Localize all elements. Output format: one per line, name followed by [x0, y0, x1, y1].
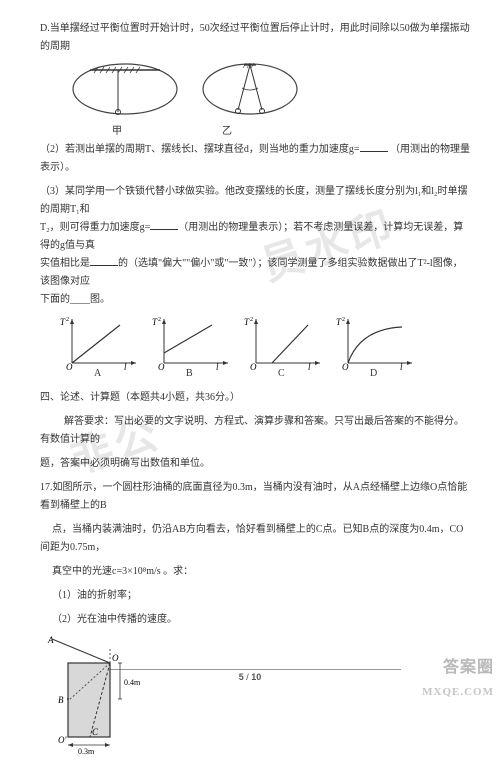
- q17-line2: 点，当桶内装满油时，仍沿AB方向看去，恰好看到桶壁上的C点。已知B点的深度为0.…: [40, 521, 472, 557]
- graph-b: T2 O l B: [152, 315, 232, 379]
- graph-c: T2 O l C: [244, 315, 324, 379]
- section-4-req1: 解答要求：写出必要的文字说明、方程式、演算步骤和答案。只写出最后答案的不能得分。…: [40, 413, 472, 449]
- corner-watermark: 答案圈 MXQE.COM: [422, 654, 494, 703]
- svg-text:2: 2: [342, 317, 345, 323]
- svg-text:O': O': [58, 735, 67, 745]
- graph-row: T2 O l A T2 O l B: [60, 315, 472, 379]
- svg-text:C: C: [92, 727, 99, 737]
- q17-line1a: 17.如图所示，一个圆柱形油桶的底面直径为0.3m，当桶内没有油时，从A点经桶壁…: [40, 479, 472, 515]
- svg-text:2: 2: [158, 317, 161, 323]
- q17-line3: 真空中的光速c=3×10⁸m/s 。求：: [40, 563, 472, 581]
- label-d: D: [370, 365, 377, 383]
- barrel-diagram: A O B 0.4m C O' 0.3m: [46, 635, 156, 755]
- caption-left: 甲: [112, 123, 122, 141]
- blank-g2: [150, 220, 178, 230]
- pendulum-figures: [70, 62, 472, 117]
- graph-d: T2 O l D: [336, 315, 416, 379]
- q3-line3: 实值相比是的（选填"偏大""偏小"或"一致"）；该同学测量了多组实验数据做出了T…: [40, 255, 472, 291]
- corner-l1: 答案圈: [422, 654, 494, 683]
- svg-text:O: O: [342, 362, 349, 371]
- q3-line2a: T₂，则可得重力加速度g=: [40, 222, 150, 233]
- svg-text:0.4m: 0.4m: [124, 678, 141, 687]
- svg-text:2: 2: [66, 317, 69, 323]
- pendulum-left: [70, 62, 180, 117]
- svg-text:O: O: [158, 362, 165, 371]
- svg-text:O: O: [66, 362, 73, 371]
- question-2: （2）若测出单摆的周期T、摆线长l、摆球直径d，则当地的重力加速度g= （用测出…: [40, 141, 472, 177]
- q3-line2: T₂，则可得重力加速度g=（用测出的物理量表示）；若不考虑测量误差，计算均无误差…: [40, 219, 472, 255]
- section-4-title: 四、论述、计算题（本题共4小题，共36分。）: [40, 389, 472, 407]
- caption-right: 乙: [222, 123, 232, 141]
- blank-g1: [360, 142, 388, 152]
- section-4-req2: 题，答案中必须明确写出数值和单位。: [40, 455, 472, 473]
- blank-compare: [90, 256, 118, 266]
- svg-text:2: 2: [250, 317, 253, 323]
- pendulum-captions: 甲 乙: [112, 123, 472, 141]
- option-d: D.当单摆经过平衡位置时开始计时，50次经过平衡位置后停止计时，用此时间除以50…: [40, 20, 472, 56]
- svg-text:O: O: [250, 362, 257, 371]
- q17-sub2: （2）光在油中传播的速度。: [40, 611, 472, 629]
- svg-text:O: O: [112, 653, 119, 663]
- q3-line4: 下面的____图。: [40, 291, 472, 309]
- q3-line1: （3）某同学用一个铁锁代替小球做实验。他改变摆线的长度，测量了摆线长度分别为l₁…: [40, 183, 472, 219]
- svg-text:A: A: [47, 635, 54, 645]
- pendulum-right: [200, 62, 300, 117]
- corner-l2: MXQE.COM: [422, 683, 494, 703]
- label-a: A: [94, 365, 101, 383]
- q3-line3a: 实值相比是: [40, 258, 90, 269]
- q2-text-a: （2）若测出单摆的周期T、摆线长l、摆球直径d，则当地的重力加速度g=: [40, 144, 360, 155]
- q17-sub1: （1）油的折射率；: [40, 587, 472, 605]
- label-c: C: [278, 365, 285, 383]
- label-b: B: [186, 365, 193, 383]
- page-content: D.当单摆经过平衡位置时开始计时，50次经过平衡位置后停止计时，用此时间除以50…: [40, 20, 472, 762]
- question-3: （3）某同学用一个铁锁代替小球做实验。他改变摆线的长度，测量了摆线长度分别为l₁…: [40, 183, 472, 309]
- graph-a: T2 O l A: [60, 315, 140, 379]
- svg-text:0.3m: 0.3m: [78, 747, 95, 755]
- svg-text:B: B: [58, 695, 64, 705]
